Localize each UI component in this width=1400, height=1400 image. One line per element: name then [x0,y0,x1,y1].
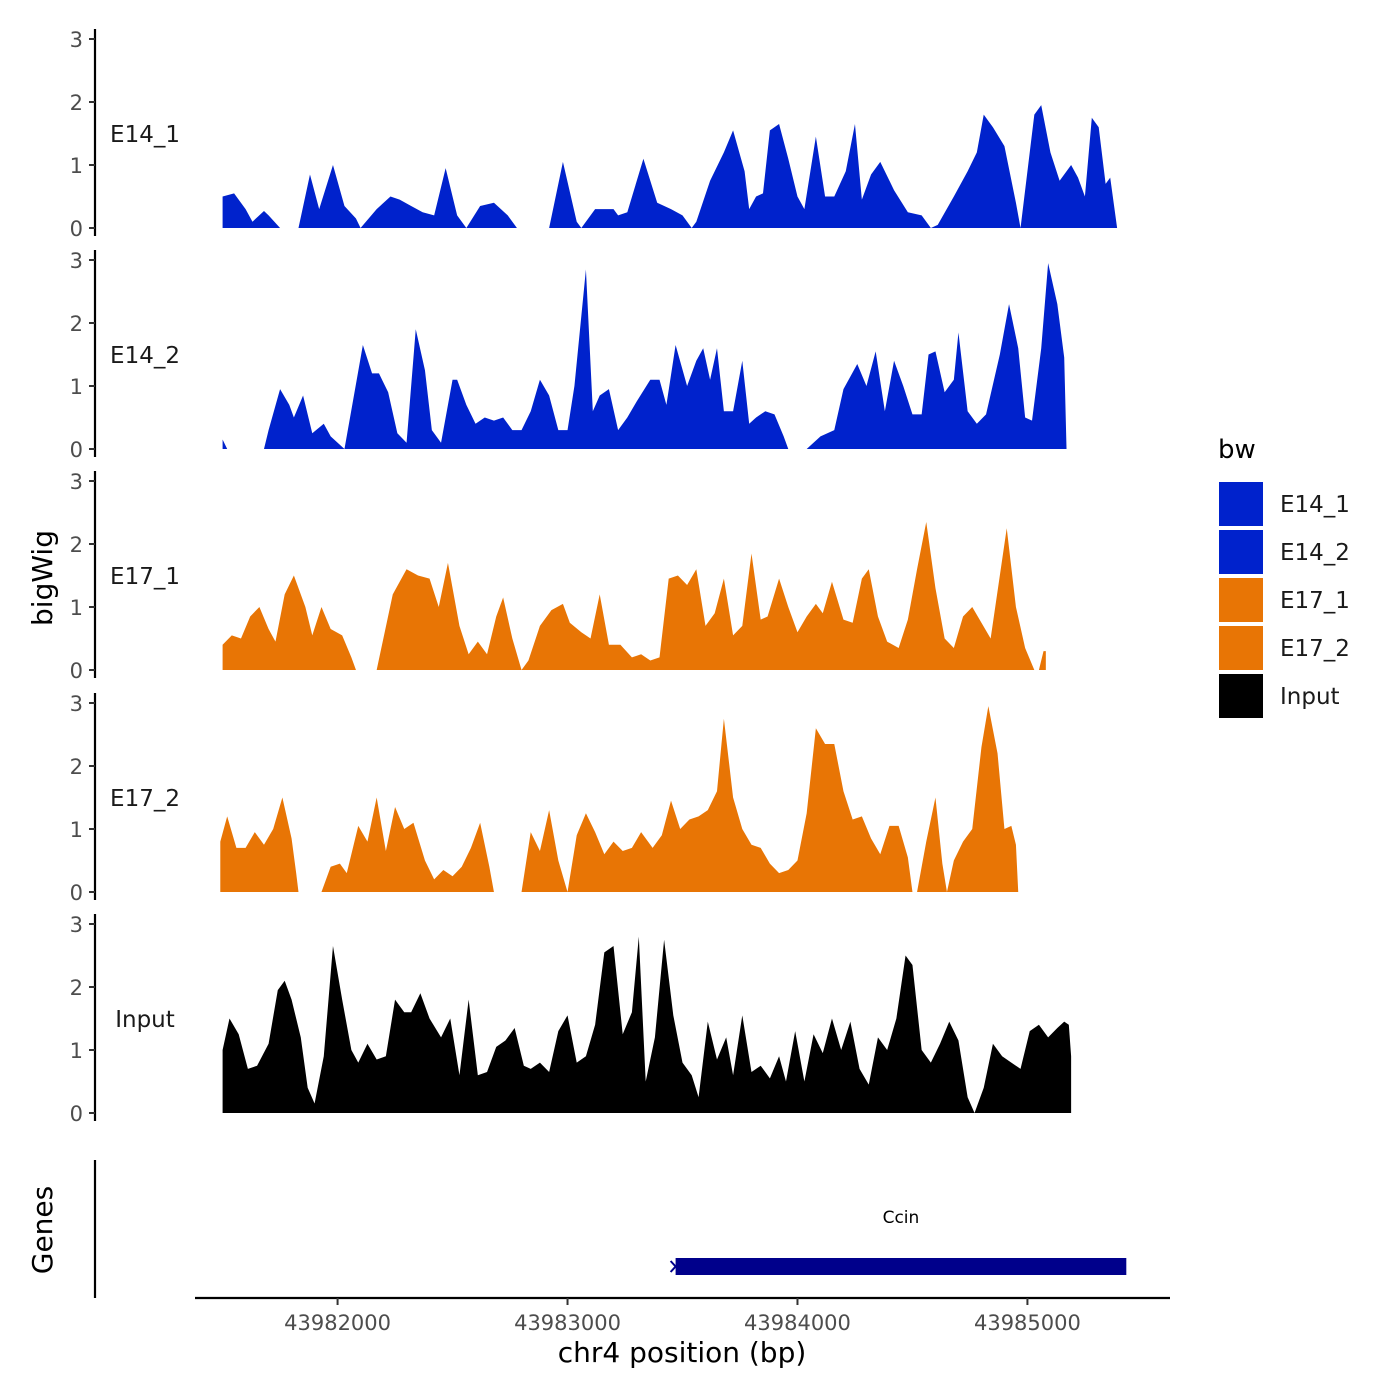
area-E17_1 [222,521,1046,670]
track-label-Input: Input [115,1007,175,1033]
track-Input: 0 1 2 3 Input [70,913,1072,1126]
area-E14_2 [222,263,1067,449]
track-E14_2: 0 1 2 3 E14_2 [70,249,1067,462]
y-tick-label-E17_2-0: 0 [70,881,83,905]
y-axis-title: bigWig [26,530,59,626]
genes-axis-title: Genes [26,1186,59,1274]
x-tick-label-1: 43983000 [514,1311,621,1335]
y-tick-label-E14_2-0: 0 [70,438,83,462]
y-tick-label-Input-0: 0 [70,1102,83,1126]
legend-key-E14_1 [1217,480,1265,528]
track-E17_1: 0 1 2 3 E17_1 [70,470,1046,683]
gene-label-Ccin: Ccin [883,1208,920,1228]
x-tick-label-3: 43985000 [974,1311,1081,1335]
track-E14_1: 0 1 2 3 E14_1 [70,28,1118,241]
legend-key-E17_2 [1217,624,1265,672]
y-tick-label-E14_2-2: 2 [70,312,83,336]
y-tick-label-E17_1-3: 3 [70,470,83,494]
y-tick-label-E17_1-0: 0 [70,659,83,683]
legend-label-E14_2: E14_2 [1280,540,1350,566]
bigwig-tracks: 0 1 2 3 E14_1 0 1 2 3 E14_2 0 1 2 3 E17_1 0 1 2 3 E17_2 0 1 2 3… [70,28,1118,1126]
y-tick-label-E14_1-2: 2 [70,91,83,115]
gene-body-Ccin [675,1258,1127,1275]
y-tick-label-E14_2-3: 3 [70,249,83,273]
track-label-E17_1: E17_1 [110,564,180,590]
legend-label-Input: Input [1280,684,1340,710]
legend-title: bw [1218,435,1256,465]
y-tick-label-E17_1-2: 2 [70,533,83,557]
area-Input [222,936,1072,1113]
y-tick-label-E17_2-3: 3 [70,692,83,716]
gene-track: Ccin [93,1160,1127,1298]
track-label-E14_2: E14_2 [110,343,180,369]
x-tick-label-0: 43982000 [284,1311,391,1335]
area-E17_2 [220,706,1019,892]
legend: bw E14_1 E14_2 E17_1 E17_2 Input [1217,435,1350,720]
legend-key-E14_2 [1217,528,1265,576]
legend-key-E17_1 [1217,576,1265,624]
gene-strand-icon [669,1260,677,1273]
y-tick-label-E17_1-1: 1 [70,596,83,620]
y-tick-label-Input-1: 1 [70,1039,83,1063]
track-label-E17_2: E17_2 [110,786,180,812]
y-tick-label-E17_2-1: 1 [70,818,83,842]
y-tick-label-E17_2-2: 2 [70,755,83,779]
area-E14_1 [222,105,1118,228]
y-tick-label-E14_1-1: 1 [70,154,83,178]
legend-key-Input [1217,672,1265,720]
legend-label-E17_2: E17_2 [1280,636,1350,662]
y-tick-label-E14_1-3: 3 [70,28,83,52]
x-axis-title: chr4 position (bp) [558,1336,807,1369]
y-tick-label-Input-3: 3 [70,913,83,937]
x-tick-label-2: 43984000 [744,1311,851,1335]
y-tick-label-Input-2: 2 [70,976,83,1000]
y-tick-label-E14_2-1: 1 [70,375,83,399]
track-label-E14_1: E14_1 [110,122,180,148]
x-axis: 43982000 43983000 43984000 43985000 [195,1296,1170,1335]
legend-label-E14_1: E14_1 [1280,492,1350,518]
y-tick-label-E14_1-0: 0 [70,217,83,241]
track-E17_2: 0 1 2 3 E17_2 [70,692,1019,905]
legend-label-E17_1: E17_1 [1280,588,1350,614]
